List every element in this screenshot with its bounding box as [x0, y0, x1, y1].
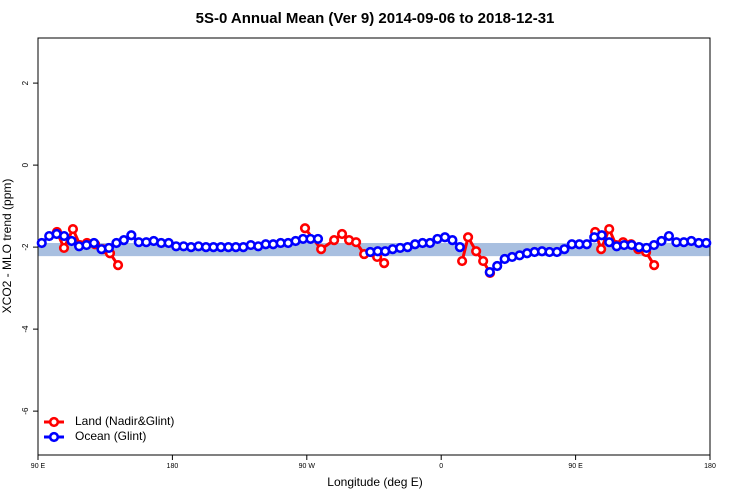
x-tick-label: 0 — [439, 463, 443, 470]
data-point — [649, 260, 660, 271]
data-point — [67, 223, 79, 235]
data-point — [350, 237, 362, 248]
data-point — [471, 246, 482, 257]
y-axis-title: XCO2 - MLO trend (ppm) — [0, 179, 14, 314]
y-tick-label: 0 — [21, 162, 30, 167]
data-point — [701, 237, 712, 249]
data-point — [58, 242, 70, 254]
data-point — [596, 230, 607, 241]
x-tick-label: 180 — [167, 463, 179, 470]
legend-label: Land (Nadir&Glint) — [75, 414, 174, 428]
data-point — [299, 223, 311, 234]
chart-title: 5S-0 Annual Mean (Ver 9) 2014-09-06 to 2… — [196, 10, 555, 27]
data-point — [126, 230, 137, 241]
y-tick-label: -6 — [21, 407, 30, 415]
legend-marker — [48, 416, 60, 428]
data-point — [581, 239, 592, 250]
data-point — [457, 255, 468, 267]
plot-frame — [37, 37, 711, 456]
data-point — [596, 244, 607, 255]
data-point — [329, 235, 340, 246]
data-point — [88, 237, 100, 249]
data-point — [462, 232, 474, 243]
data-point — [454, 242, 465, 253]
data-point — [66, 235, 77, 247]
data-point — [663, 230, 675, 242]
data-point — [604, 223, 615, 235]
data-point — [312, 233, 324, 245]
data-point — [492, 260, 503, 272]
data-point — [559, 244, 570, 255]
legend-label: Ocean (Glint) — [75, 429, 146, 443]
x-axis-title: Longitude (deg E) — [327, 475, 422, 489]
data-point — [604, 237, 615, 248]
data-point — [112, 260, 124, 271]
x-tick-label: 90 E — [31, 463, 46, 470]
data-point — [336, 228, 348, 240]
x-tick-label: 90 E — [568, 463, 583, 470]
data-point — [316, 244, 327, 255]
data-point — [484, 267, 495, 278]
data-point — [447, 235, 458, 246]
data-point — [478, 255, 489, 267]
x-tick-label: 180 — [704, 463, 716, 470]
data-point — [103, 242, 115, 254]
data-point — [118, 235, 129, 246]
x-tick-label: 90 W — [299, 463, 316, 470]
data-point — [36, 237, 47, 249]
data-point — [656, 235, 667, 247]
data-point — [424, 237, 436, 249]
y-tick-label: 2 — [21, 80, 30, 85]
legend-marker — [48, 431, 60, 443]
y-tick-label: -4 — [21, 325, 30, 333]
y-tick-label: -2 — [21, 243, 30, 251]
data-point — [648, 239, 660, 251]
data-point — [379, 258, 390, 269]
data-point — [59, 230, 70, 242]
